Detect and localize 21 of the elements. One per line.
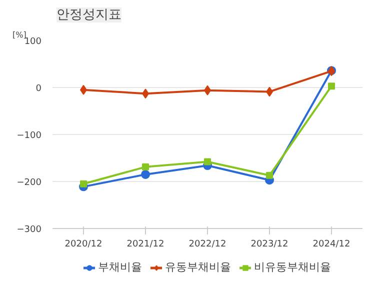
y-tick-label: −300 — [16, 225, 42, 235]
legend-label: 부채비율 — [98, 260, 142, 274]
y-tick-label: −200 — [16, 178, 42, 188]
legend-label: 비유동부채비율 — [254, 260, 331, 274]
point — [204, 158, 211, 166]
x-tick-label: 2020/12 — [64, 240, 102, 250]
point — [328, 82, 335, 90]
x-tick-label: 2024/12 — [312, 240, 350, 250]
x-tick-label: 2023/12 — [250, 240, 288, 250]
y-tick-label: 100 — [24, 37, 42, 47]
point — [266, 172, 273, 179]
point — [80, 180, 87, 188]
y-axis-title: [%] — [12, 30, 26, 40]
chart-title: 안정성지표 — [56, 8, 122, 22]
y-tick-label: 0 — [36, 84, 42, 94]
point — [142, 163, 149, 170]
y-tick-label: −100 — [16, 131, 42, 141]
x-tick-label: 2022/12 — [188, 240, 226, 250]
point — [141, 170, 150, 179]
x-tick-label: 2021/12 — [126, 240, 164, 250]
legend-label: 유동부채비율 — [165, 260, 231, 274]
